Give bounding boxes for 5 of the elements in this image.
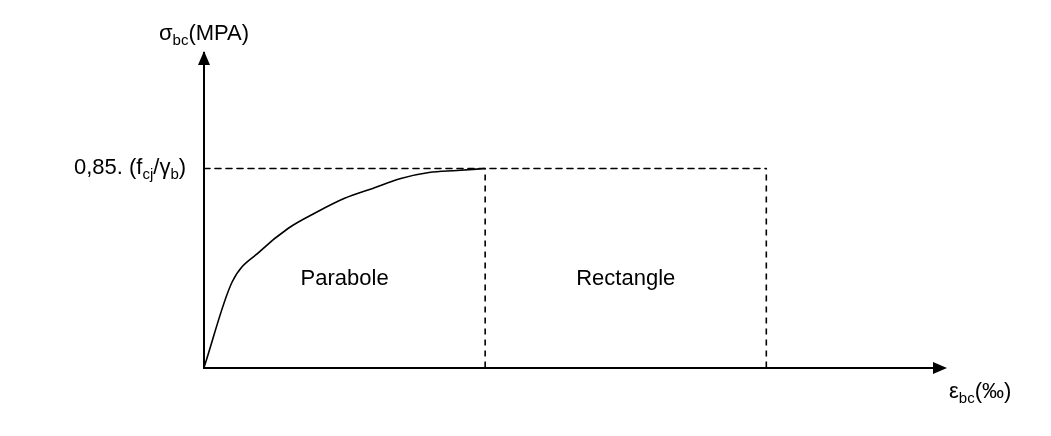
annotation: Rectangle — [576, 265, 676, 292]
x-axis-title: ε$_{bc}$(‰) — [949, 377, 1012, 407]
annotation: Parabole — [300, 265, 389, 292]
text: σ$_{bc}$(MPA) — [159, 20, 250, 50]
text: 0,85. (f$_{cj}$/γ$_{b}$) — [74, 153, 187, 184]
